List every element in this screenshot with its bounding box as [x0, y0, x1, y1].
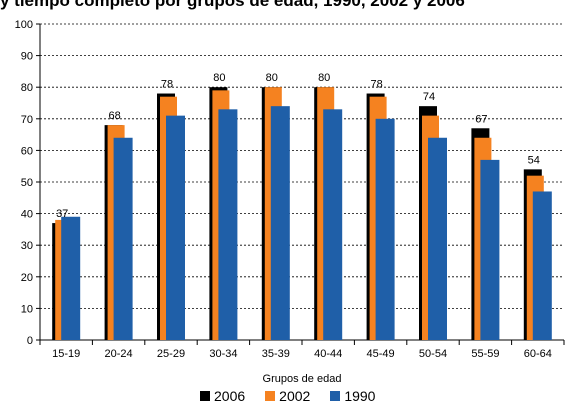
x-tick-label: 50-54: [419, 348, 447, 360]
data-label-2006: 37: [56, 208, 68, 220]
y-tick-label: 60: [21, 145, 33, 157]
bar-1990: [480, 159, 500, 340]
x-tick-label: 30-34: [209, 348, 237, 360]
x-tick-label: 55-59: [471, 348, 499, 360]
data-label-2006: 68: [108, 110, 120, 122]
y-tick-label: 100: [15, 19, 33, 31]
x-tick-label: 25-29: [157, 348, 185, 360]
y-tick-label: 90: [21, 51, 33, 63]
y-tick-label: 70: [21, 114, 33, 126]
bar-1990: [61, 216, 81, 340]
x-axis-title: Grupos de edad: [263, 373, 342, 385]
x-tick-label: 20-24: [105, 348, 133, 360]
data-label-2006: 80: [318, 72, 330, 84]
bar-1990: [323, 109, 343, 340]
chart-title: y tiempo completo por grupos de edad, 19…: [0, 0, 465, 10]
data-label-2006: 78: [161, 79, 173, 91]
y-tick-label: 50: [21, 177, 33, 189]
bar-1990: [113, 137, 133, 340]
bar-1990: [218, 109, 238, 340]
bar-1990: [532, 191, 552, 340]
data-label-2006: 78: [370, 79, 382, 91]
x-tick-label: 15-19: [52, 348, 80, 360]
y-tick-label: 80: [21, 82, 33, 94]
y-tick-label: 10: [21, 303, 33, 315]
legend-item-2006: 2006: [200, 388, 245, 404]
legend: 2006 2002 1990: [200, 386, 375, 406]
x-tick-label: 35-39: [262, 348, 290, 360]
data-label-2006: 80: [266, 72, 278, 84]
x-tick-label: 40-44: [314, 348, 342, 360]
data-label-2006: 74: [423, 91, 435, 103]
data-label-2006: 67: [475, 113, 487, 125]
legend-swatch-2002: [265, 391, 276, 401]
bar-1990: [166, 115, 185, 340]
legend-label-2002: 2002: [279, 388, 311, 404]
legend-label-2006: 2006: [214, 388, 246, 404]
legend-swatch-2006: [200, 391, 210, 401]
x-tick-label: 60-64: [524, 348, 552, 360]
bar-1990: [270, 106, 290, 340]
y-tick-label: 0: [27, 335, 33, 347]
y-tick-label: 30: [21, 240, 33, 252]
x-tick-label: 45-49: [367, 348, 395, 360]
legend-item-2002: 2002: [265, 388, 310, 404]
data-label-2006: 80: [213, 72, 225, 84]
data-label-2006: 54: [528, 154, 540, 166]
legend-item-1990: 1990: [330, 388, 375, 404]
bar-1990: [428, 137, 447, 340]
y-tick-label: 20: [21, 272, 33, 284]
bar-1990: [375, 118, 395, 340]
y-tick-label: 40: [21, 209, 33, 221]
legend-swatch-1990: [330, 391, 341, 401]
legend-label-1990: 1990: [344, 388, 376, 404]
